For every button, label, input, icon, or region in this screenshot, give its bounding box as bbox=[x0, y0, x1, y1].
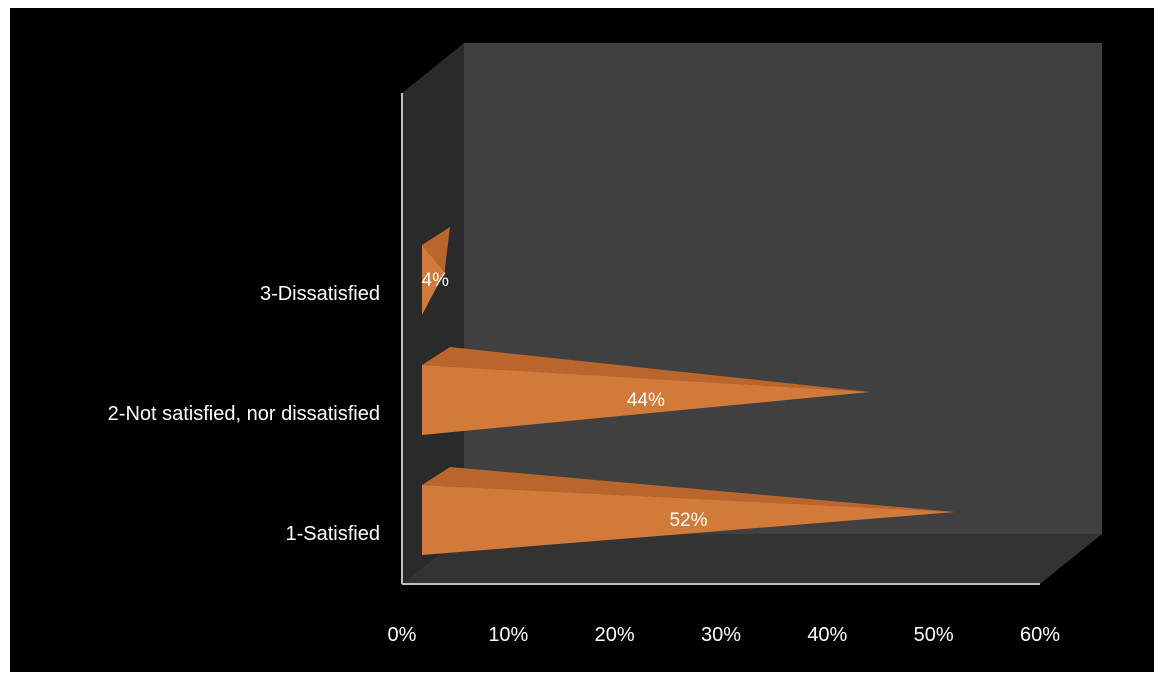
x-tick-label: 10% bbox=[488, 624, 528, 646]
x-tick-label: 60% bbox=[1020, 624, 1060, 646]
data-label: 4% bbox=[422, 270, 450, 291]
chart-svg: 0% 10% 20% 30% 40% 50% 60% 52% 1-Satisfied 44% 2-N… bbox=[108, 43, 1102, 646]
x-tick-label: 0% bbox=[388, 624, 417, 646]
chart-axes bbox=[401, 93, 1040, 585]
floor bbox=[402, 534, 1102, 584]
x-tick-label: 20% bbox=[595, 624, 635, 646]
data-label: 44% bbox=[627, 390, 665, 411]
category-label: 3-Dissatisfied bbox=[260, 283, 380, 305]
category-label: 2-Not satisfied, nor dissatisfied bbox=[108, 403, 380, 425]
x-tick-label: 40% bbox=[807, 624, 847, 646]
bar-top-face bbox=[422, 347, 870, 392]
bar bbox=[422, 485, 955, 555]
chart-labels: 0% 10% 20% 30% 40% 50% 60% 52% 1-Satisfied 44% 2-N… bbox=[108, 270, 1061, 646]
data-label: 52% bbox=[669, 510, 707, 531]
back-wall bbox=[464, 43, 1102, 534]
x-tick-label: 30% bbox=[701, 624, 741, 646]
category-label: 1-Satisfied bbox=[286, 523, 381, 545]
chart-area: 0% 10% 20% 30% 40% 50% 60% 52% 1-Satisfied 44% 2-N… bbox=[10, 8, 1154, 672]
side-wall bbox=[402, 43, 464, 584]
bar bbox=[422, 365, 870, 435]
bar-top-face bbox=[422, 467, 955, 512]
bar bbox=[422, 245, 445, 315]
chart-bars bbox=[422, 227, 955, 555]
bar-top-face bbox=[422, 227, 450, 272]
x-tick-label: 50% bbox=[914, 624, 954, 646]
